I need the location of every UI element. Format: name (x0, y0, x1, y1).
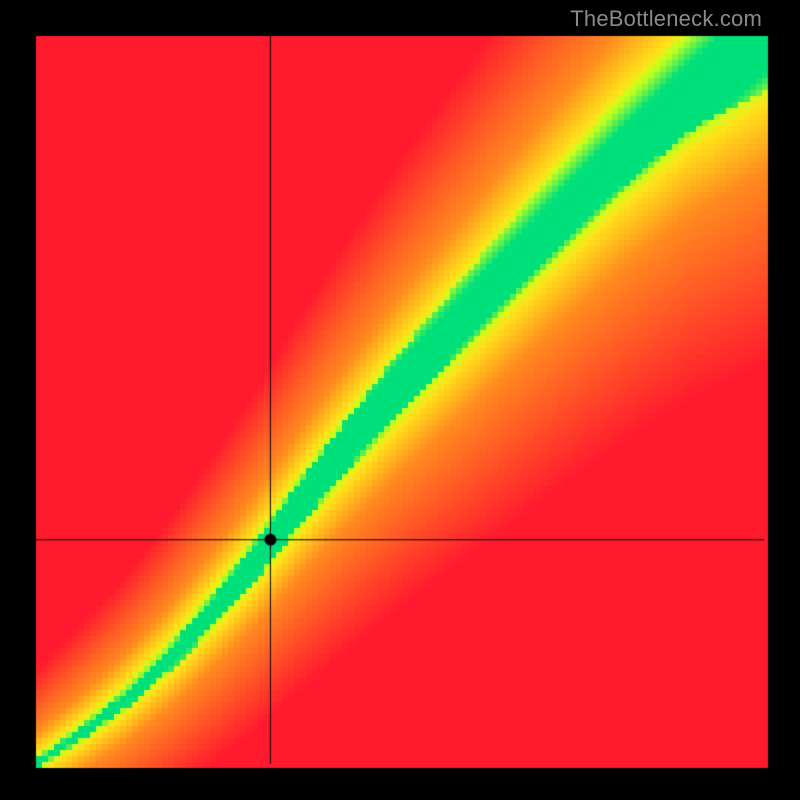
heatmap-canvas (0, 0, 800, 800)
chart-container: TheBottleneck.com (0, 0, 800, 800)
watermark-text: TheBottleneck.com (570, 6, 762, 32)
